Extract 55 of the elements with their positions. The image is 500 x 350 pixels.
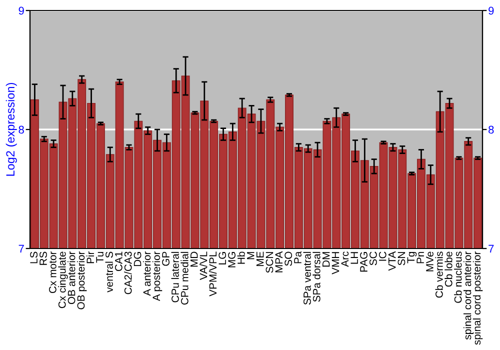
x-tick-label: M — [247, 252, 254, 260]
x-tick-label: LG — [218, 252, 226, 264]
x-tick-label: IC — [378, 252, 386, 261]
x-tick-label: SC — [370, 252, 377, 266]
x-tick-label: OB posterior — [76, 251, 87, 310]
x-tick-label: ME — [256, 252, 264, 266]
x-tick-label: Pn — [416, 252, 424, 264]
x-tick-label: MD — [190, 252, 198, 267]
x-tick-label: Cb nucleus — [454, 252, 462, 303]
x-tick-label: Arc — [341, 252, 349, 267]
x-tick-label: VPM/VPL — [208, 252, 217, 296]
x-tick-label: A anterior — [142, 251, 151, 296]
x-tick-label: VA/VL — [200, 252, 208, 280]
x-tick-label: Cb vermis — [435, 252, 443, 298]
y2-tick-label: 7 — [488, 244, 494, 253]
x-tick-label: spinal cord posterior — [472, 251, 483, 345]
x-tick-label: CA1 — [114, 252, 122, 272]
x-tick-label: SPa ventral — [303, 252, 311, 305]
x-tick-label: A posterior — [152, 251, 162, 302]
x-tick-label: DM — [322, 252, 330, 267]
x-tick-label: MG — [228, 252, 236, 268]
x-tick-label: LS — [30, 252, 38, 264]
x-tick-label: Hb — [237, 252, 245, 264]
y-axis-title: Log2 (expression) — [6, 82, 17, 176]
x-tick-label: Pir — [86, 251, 94, 264]
x-tick-label: Cx motor — [48, 251, 56, 293]
x-tick-label: ventral S — [105, 252, 113, 292]
y2-tick-label: 9 — [488, 6, 494, 15]
x-tick-label: RS — [40, 252, 47, 265]
x-tick-label: OB anterior — [68, 251, 76, 304]
x-tick-label: Tg — [407, 252, 417, 264]
x-tick-label: VTA — [388, 251, 396, 271]
y2-tick-label: 8 — [488, 126, 494, 134]
x-tick-label: GP — [162, 252, 170, 266]
x-tick-label: Cx cingulate — [58, 252, 68, 308]
x-tick-label: SN — [398, 252, 406, 266]
x-tick-label: MPA — [275, 251, 283, 272]
x-tick-label: VMH — [332, 252, 340, 274]
x-tick-label: CPu lateral — [171, 252, 179, 302]
x-tick-label: Pa — [294, 251, 302, 264]
y-tick-label: 7 — [18, 244, 24, 253]
x-tick-label: MVe — [426, 252, 434, 272]
x-tick-label: LH — [350, 252, 358, 264]
x-tick-label: SO — [284, 252, 292, 266]
x-tick-label: spinal cord anterior — [464, 251, 474, 340]
x-tick-label: Tu — [96, 252, 104, 263]
y-tick-label: 9 — [18, 6, 24, 15]
x-tick-label: CA2/CA3 — [124, 252, 132, 294]
x-tick-label: DG — [134, 252, 142, 266]
x-tick-label: SCN — [266, 252, 274, 273]
x-tick-label: PAG — [360, 252, 368, 272]
x-tick-label: SPa dorsal — [312, 252, 320, 302]
y-tick-label: 8 — [18, 126, 24, 134]
x-tick-label: CPu medial — [180, 252, 188, 305]
x-tick-label: Cb lobe — [444, 252, 452, 287]
